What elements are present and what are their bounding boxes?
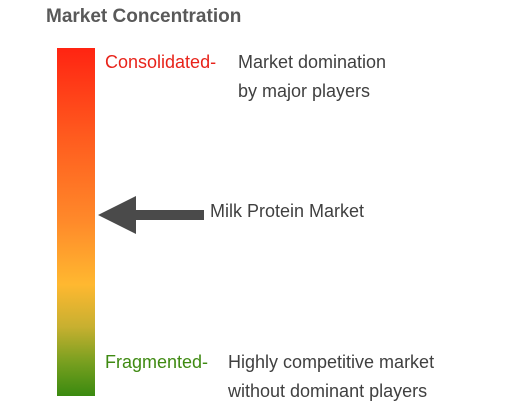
fragmented-label: Fragmented- xyxy=(105,352,209,372)
market-position-label: Milk Protein Market xyxy=(210,201,365,221)
consolidated-label: Consolidated- xyxy=(105,52,217,72)
arrow-shape xyxy=(98,196,204,234)
chart-title: Market Concentration xyxy=(46,6,242,27)
consolidated-description-line-1: Market domination xyxy=(238,52,387,72)
concentration-gradient-bar xyxy=(57,48,95,396)
fragmented-description: Highly competitive market without domina… xyxy=(228,348,434,406)
consolidated-description-line-2: by major players xyxy=(238,81,371,101)
fragmented-description-line-2: without dominant players xyxy=(228,381,428,401)
consolidated-description: Market domination by major players xyxy=(238,48,386,106)
left-arrow-icon xyxy=(98,196,204,234)
fragmented-description-line-1: Highly competitive market xyxy=(228,352,435,372)
